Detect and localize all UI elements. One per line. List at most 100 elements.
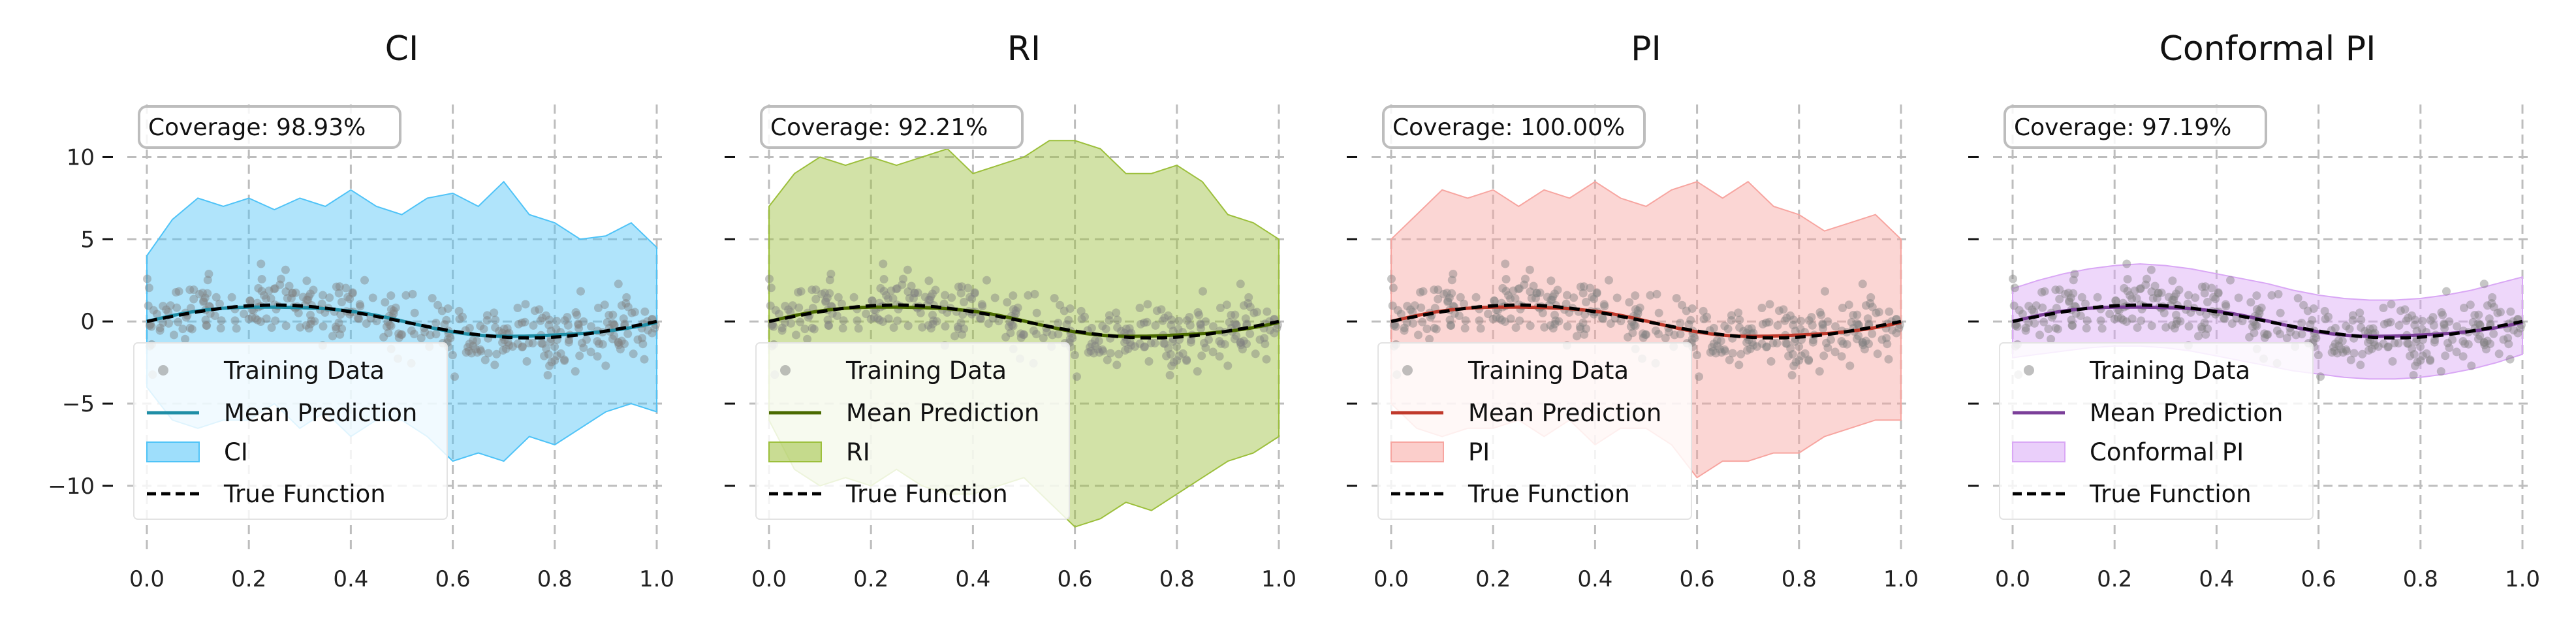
- training-point: [257, 259, 266, 268]
- training-point: [1688, 304, 1697, 313]
- training-point: [593, 337, 602, 345]
- training-point: [1167, 321, 1176, 330]
- training-point: [2417, 325, 2427, 334]
- training-point: [2252, 305, 2261, 314]
- training-point: [1165, 371, 1174, 379]
- training-point: [1231, 310, 1240, 319]
- training-point: [398, 330, 407, 339]
- training-point: [2066, 293, 2075, 302]
- training-point: [1531, 294, 1540, 303]
- training-point: [866, 315, 875, 323]
- training-point: [1628, 329, 1637, 338]
- training-point: [254, 283, 263, 293]
- training-point: [839, 316, 848, 325]
- training-point: [1780, 316, 1789, 325]
- training-point: [545, 315, 554, 325]
- training-point: [1159, 339, 1168, 347]
- training-point: [929, 316, 938, 325]
- training-point: [437, 306, 447, 315]
- training-point: [1641, 330, 1650, 339]
- training-point: [808, 323, 817, 332]
- training-point: [2168, 295, 2177, 304]
- training-point: [1713, 342, 1722, 350]
- training-point: [1186, 338, 1195, 347]
- training-point: [472, 336, 481, 345]
- training-point: [1788, 350, 1797, 359]
- training-point: [1688, 334, 1697, 344]
- training-point: [212, 293, 221, 302]
- training-point: [2133, 323, 2142, 332]
- training-point: [1873, 349, 1882, 359]
- training-point: [924, 321, 933, 330]
- training-point: [1093, 345, 1103, 354]
- legend-label: Mean Prediction: [224, 399, 417, 427]
- training-point: [975, 313, 984, 323]
- training-point: [2067, 321, 2077, 330]
- training-point: [1112, 361, 1122, 370]
- training-point: [514, 319, 523, 329]
- training-point: [144, 283, 153, 293]
- training-point: [174, 287, 183, 296]
- training-point: [1164, 344, 1173, 353]
- training-point: [1633, 306, 1642, 315]
- training-point: [950, 332, 959, 341]
- training-point: [1011, 309, 1020, 318]
- training-point: [1201, 344, 1210, 352]
- training-point: [1127, 341, 1136, 350]
- training-point: [513, 304, 522, 312]
- training-point: [2364, 338, 2373, 347]
- training-point: [1497, 315, 1506, 325]
- training-point: [458, 312, 467, 321]
- training-point: [1498, 283, 1507, 293]
- training-point: [2161, 323, 2171, 332]
- training-point: [266, 294, 275, 303]
- training-point: [2184, 291, 2193, 300]
- training-point: [1272, 324, 1281, 333]
- training-point: [1575, 322, 1584, 331]
- training-point: [2361, 327, 2370, 336]
- training-point: [1612, 293, 1622, 302]
- training-point: [2486, 319, 2495, 329]
- x-tick-label: 0.2: [1475, 566, 1511, 592]
- training-point: [2509, 326, 2519, 335]
- training-point: [503, 324, 512, 333]
- training-point: [982, 276, 991, 285]
- training-point: [2211, 295, 2220, 304]
- training-point: [2316, 372, 2325, 381]
- training-point: [1765, 300, 1774, 309]
- training-point: [614, 280, 623, 289]
- training-point: [1532, 289, 1541, 298]
- training-point: [2504, 340, 2513, 349]
- training-point: [834, 293, 843, 302]
- training-point: [796, 287, 806, 296]
- training-point: [2081, 299, 2090, 308]
- training-point: [319, 291, 327, 300]
- training-point: [1868, 302, 1877, 312]
- training-point: [1789, 315, 1798, 325]
- training-point: [960, 298, 968, 306]
- training-point: [528, 339, 537, 347]
- training-point: [978, 302, 987, 311]
- training-point: [1241, 314, 1250, 323]
- training-point: [2402, 316, 2411, 325]
- training-point: [796, 317, 805, 327]
- training-point: [477, 347, 486, 356]
- training-point: [1535, 288, 1545, 297]
- training-point: [2202, 310, 2211, 319]
- training-point: [1222, 300, 1231, 310]
- training-point: [1808, 321, 1817, 330]
- training-point: [426, 330, 435, 340]
- training-point: [2334, 336, 2343, 345]
- training-point: [2143, 274, 2151, 283]
- training-point: [2035, 330, 2044, 340]
- training-point: [2496, 308, 2505, 317]
- training-point: [2426, 316, 2435, 325]
- training-point: [1121, 346, 1129, 355]
- training-point: [2197, 322, 2206, 331]
- training-point: [1080, 312, 1089, 321]
- training-point: [536, 316, 545, 325]
- training-point: [2460, 304, 2468, 312]
- training-point: [1554, 317, 1563, 326]
- training-point: [1113, 315, 1122, 325]
- training-point: [1790, 337, 1799, 346]
